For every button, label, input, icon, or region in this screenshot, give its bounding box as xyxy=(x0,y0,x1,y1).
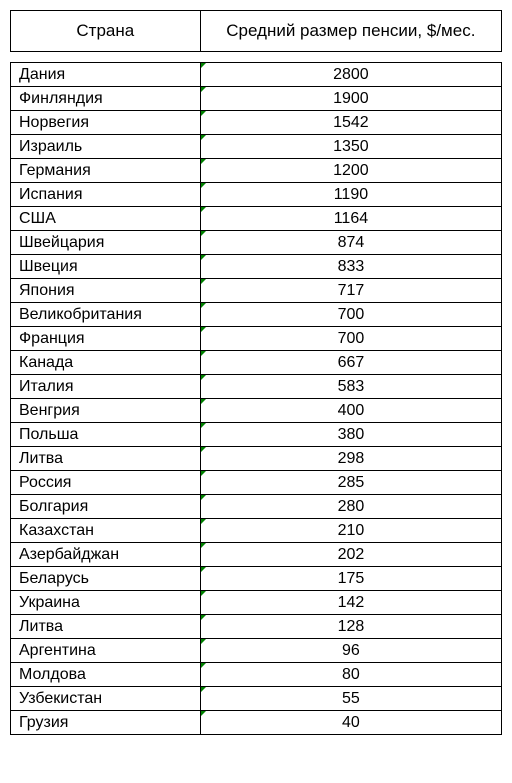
cell-country: Венгрия xyxy=(11,399,201,423)
table-row: Молдова80 xyxy=(11,663,502,687)
cell-value: 1190 xyxy=(200,183,501,207)
table-row: Израиль1350 xyxy=(11,135,502,159)
header-country: Страна xyxy=(11,11,201,52)
cell-country: Италия xyxy=(11,375,201,399)
cell-country: Узбекистан xyxy=(11,687,201,711)
table-row: Азербайджан202 xyxy=(11,543,502,567)
table-row: Украина142 xyxy=(11,591,502,615)
table-row: Россия285 xyxy=(11,471,502,495)
cell-country: Финляндия xyxy=(11,87,201,111)
cell-country: Дания xyxy=(11,63,201,87)
table-row: Дания2800 xyxy=(11,63,502,87)
cell-value: 1164 xyxy=(200,207,501,231)
table-row: Венгрия400 xyxy=(11,399,502,423)
cell-country: Польша xyxy=(11,423,201,447)
cell-country: Россия xyxy=(11,471,201,495)
table-row: Швейцария874 xyxy=(11,231,502,255)
cell-country: Великобритания xyxy=(11,303,201,327)
cell-country: Азербайджан xyxy=(11,543,201,567)
cell-value: 175 xyxy=(200,567,501,591)
cell-country: Литва xyxy=(11,447,201,471)
table-row: Испания1190 xyxy=(11,183,502,207)
cell-value: 1200 xyxy=(200,159,501,183)
cell-value: 400 xyxy=(200,399,501,423)
cell-value: 700 xyxy=(200,327,501,351)
table-row: Аргентина96 xyxy=(11,639,502,663)
cell-country: Германия xyxy=(11,159,201,183)
cell-value: 833 xyxy=(200,255,501,279)
cell-country: Грузия xyxy=(11,711,201,735)
cell-value: 717 xyxy=(200,279,501,303)
cell-country: Канада xyxy=(11,351,201,375)
cell-country: Япония xyxy=(11,279,201,303)
cell-country: Испания xyxy=(11,183,201,207)
cell-value: 128 xyxy=(200,615,501,639)
cell-value: 80 xyxy=(200,663,501,687)
cell-value: 380 xyxy=(200,423,501,447)
table-row: Италия583 xyxy=(11,375,502,399)
cell-value: 1900 xyxy=(200,87,501,111)
table-row: Казахстан210 xyxy=(11,519,502,543)
cell-value: 298 xyxy=(200,447,501,471)
cell-country: Беларусь xyxy=(11,567,201,591)
cell-country: Израиль xyxy=(11,135,201,159)
cell-value: 1542 xyxy=(200,111,501,135)
table-row: США1164 xyxy=(11,207,502,231)
cell-value: 700 xyxy=(200,303,501,327)
cell-value: 1350 xyxy=(200,135,501,159)
cell-country: Украина xyxy=(11,591,201,615)
cell-value: 285 xyxy=(200,471,501,495)
cell-value: 202 xyxy=(200,543,501,567)
table-row: Канада667 xyxy=(11,351,502,375)
table-row: Норвегия1542 xyxy=(11,111,502,135)
cell-country: Молдова xyxy=(11,663,201,687)
pension-table-container: Страна Средний размер пенсии, $/мес. Дан… xyxy=(10,10,502,735)
header-value: Средний размер пенсии, $/мес. xyxy=(200,11,501,52)
header-row: Страна Средний размер пенсии, $/мес. xyxy=(11,11,502,52)
table-row: Литва298 xyxy=(11,447,502,471)
cell-value: 280 xyxy=(200,495,501,519)
table-row: Грузия40 xyxy=(11,711,502,735)
cell-value: 55 xyxy=(200,687,501,711)
cell-country: Литва xyxy=(11,615,201,639)
cell-country: Норвегия xyxy=(11,111,201,135)
table-row: Франция700 xyxy=(11,327,502,351)
cell-value: 142 xyxy=(200,591,501,615)
cell-country: США xyxy=(11,207,201,231)
table-row: Финляндия1900 xyxy=(11,87,502,111)
table-row: Беларусь175 xyxy=(11,567,502,591)
table-row: Литва128 xyxy=(11,615,502,639)
table-row: Польша380 xyxy=(11,423,502,447)
table-header: Страна Средний размер пенсии, $/мес. xyxy=(10,10,502,52)
cell-country: Казахстан xyxy=(11,519,201,543)
cell-value: 874 xyxy=(200,231,501,255)
cell-value: 2800 xyxy=(200,63,501,87)
table-row: Швеция833 xyxy=(11,255,502,279)
table-row: Япония717 xyxy=(11,279,502,303)
cell-value: 583 xyxy=(200,375,501,399)
table-row: Узбекистан55 xyxy=(11,687,502,711)
cell-country: Швеция xyxy=(11,255,201,279)
table-row: Германия1200 xyxy=(11,159,502,183)
cell-value: 96 xyxy=(200,639,501,663)
table-row: Великобритания700 xyxy=(11,303,502,327)
cell-value: 667 xyxy=(200,351,501,375)
cell-value: 40 xyxy=(200,711,501,735)
cell-country: Аргентина xyxy=(11,639,201,663)
table-body: Дания2800Финляндия1900Норвегия1542Израил… xyxy=(10,62,502,735)
table-row: Болгария280 xyxy=(11,495,502,519)
cell-value: 210 xyxy=(200,519,501,543)
cell-country: Швейцария xyxy=(11,231,201,255)
cell-country: Франция xyxy=(11,327,201,351)
cell-country: Болгария xyxy=(11,495,201,519)
